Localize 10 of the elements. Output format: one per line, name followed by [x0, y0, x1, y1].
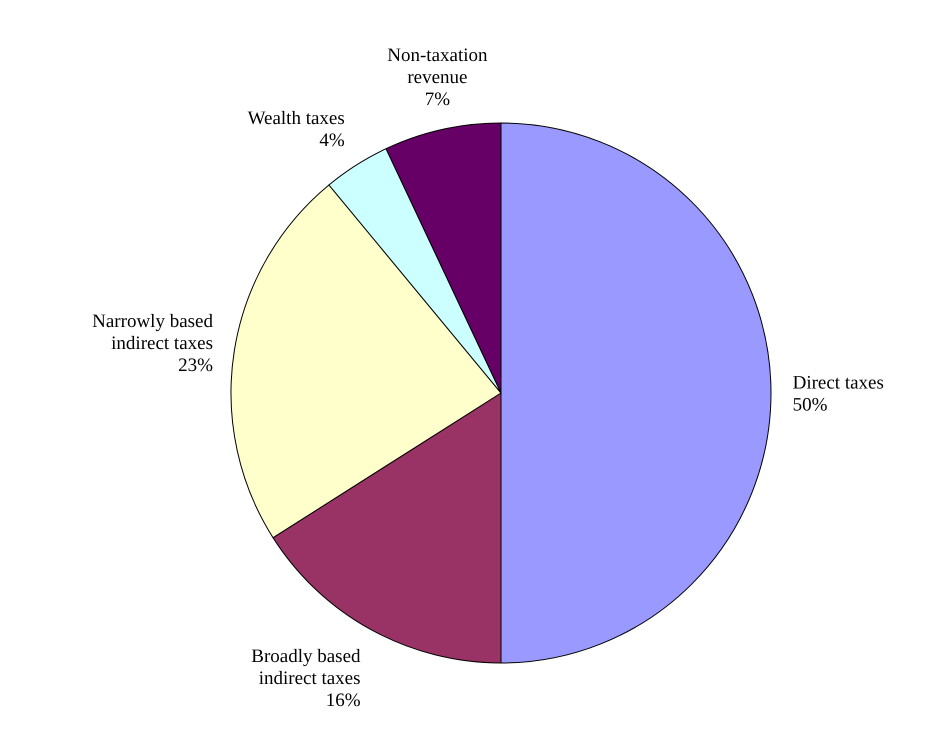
slice-label: Non-taxation revenue — [387, 44, 488, 88]
data-label: 16% — [326, 690, 361, 712]
data-label: 4% — [319, 130, 345, 151]
slice-label: Direct taxes — [792, 372, 884, 394]
data-label: 23% — [178, 354, 214, 376]
slice-label: Wealth taxes — [248, 108, 345, 129]
data-label: 50% — [792, 394, 828, 416]
slice-label: Broadly based indirect taxes — [251, 646, 362, 690]
data-label: 7% — [424, 88, 450, 110]
slice-label: Narrowly based indirect taxes — [92, 310, 214, 354]
